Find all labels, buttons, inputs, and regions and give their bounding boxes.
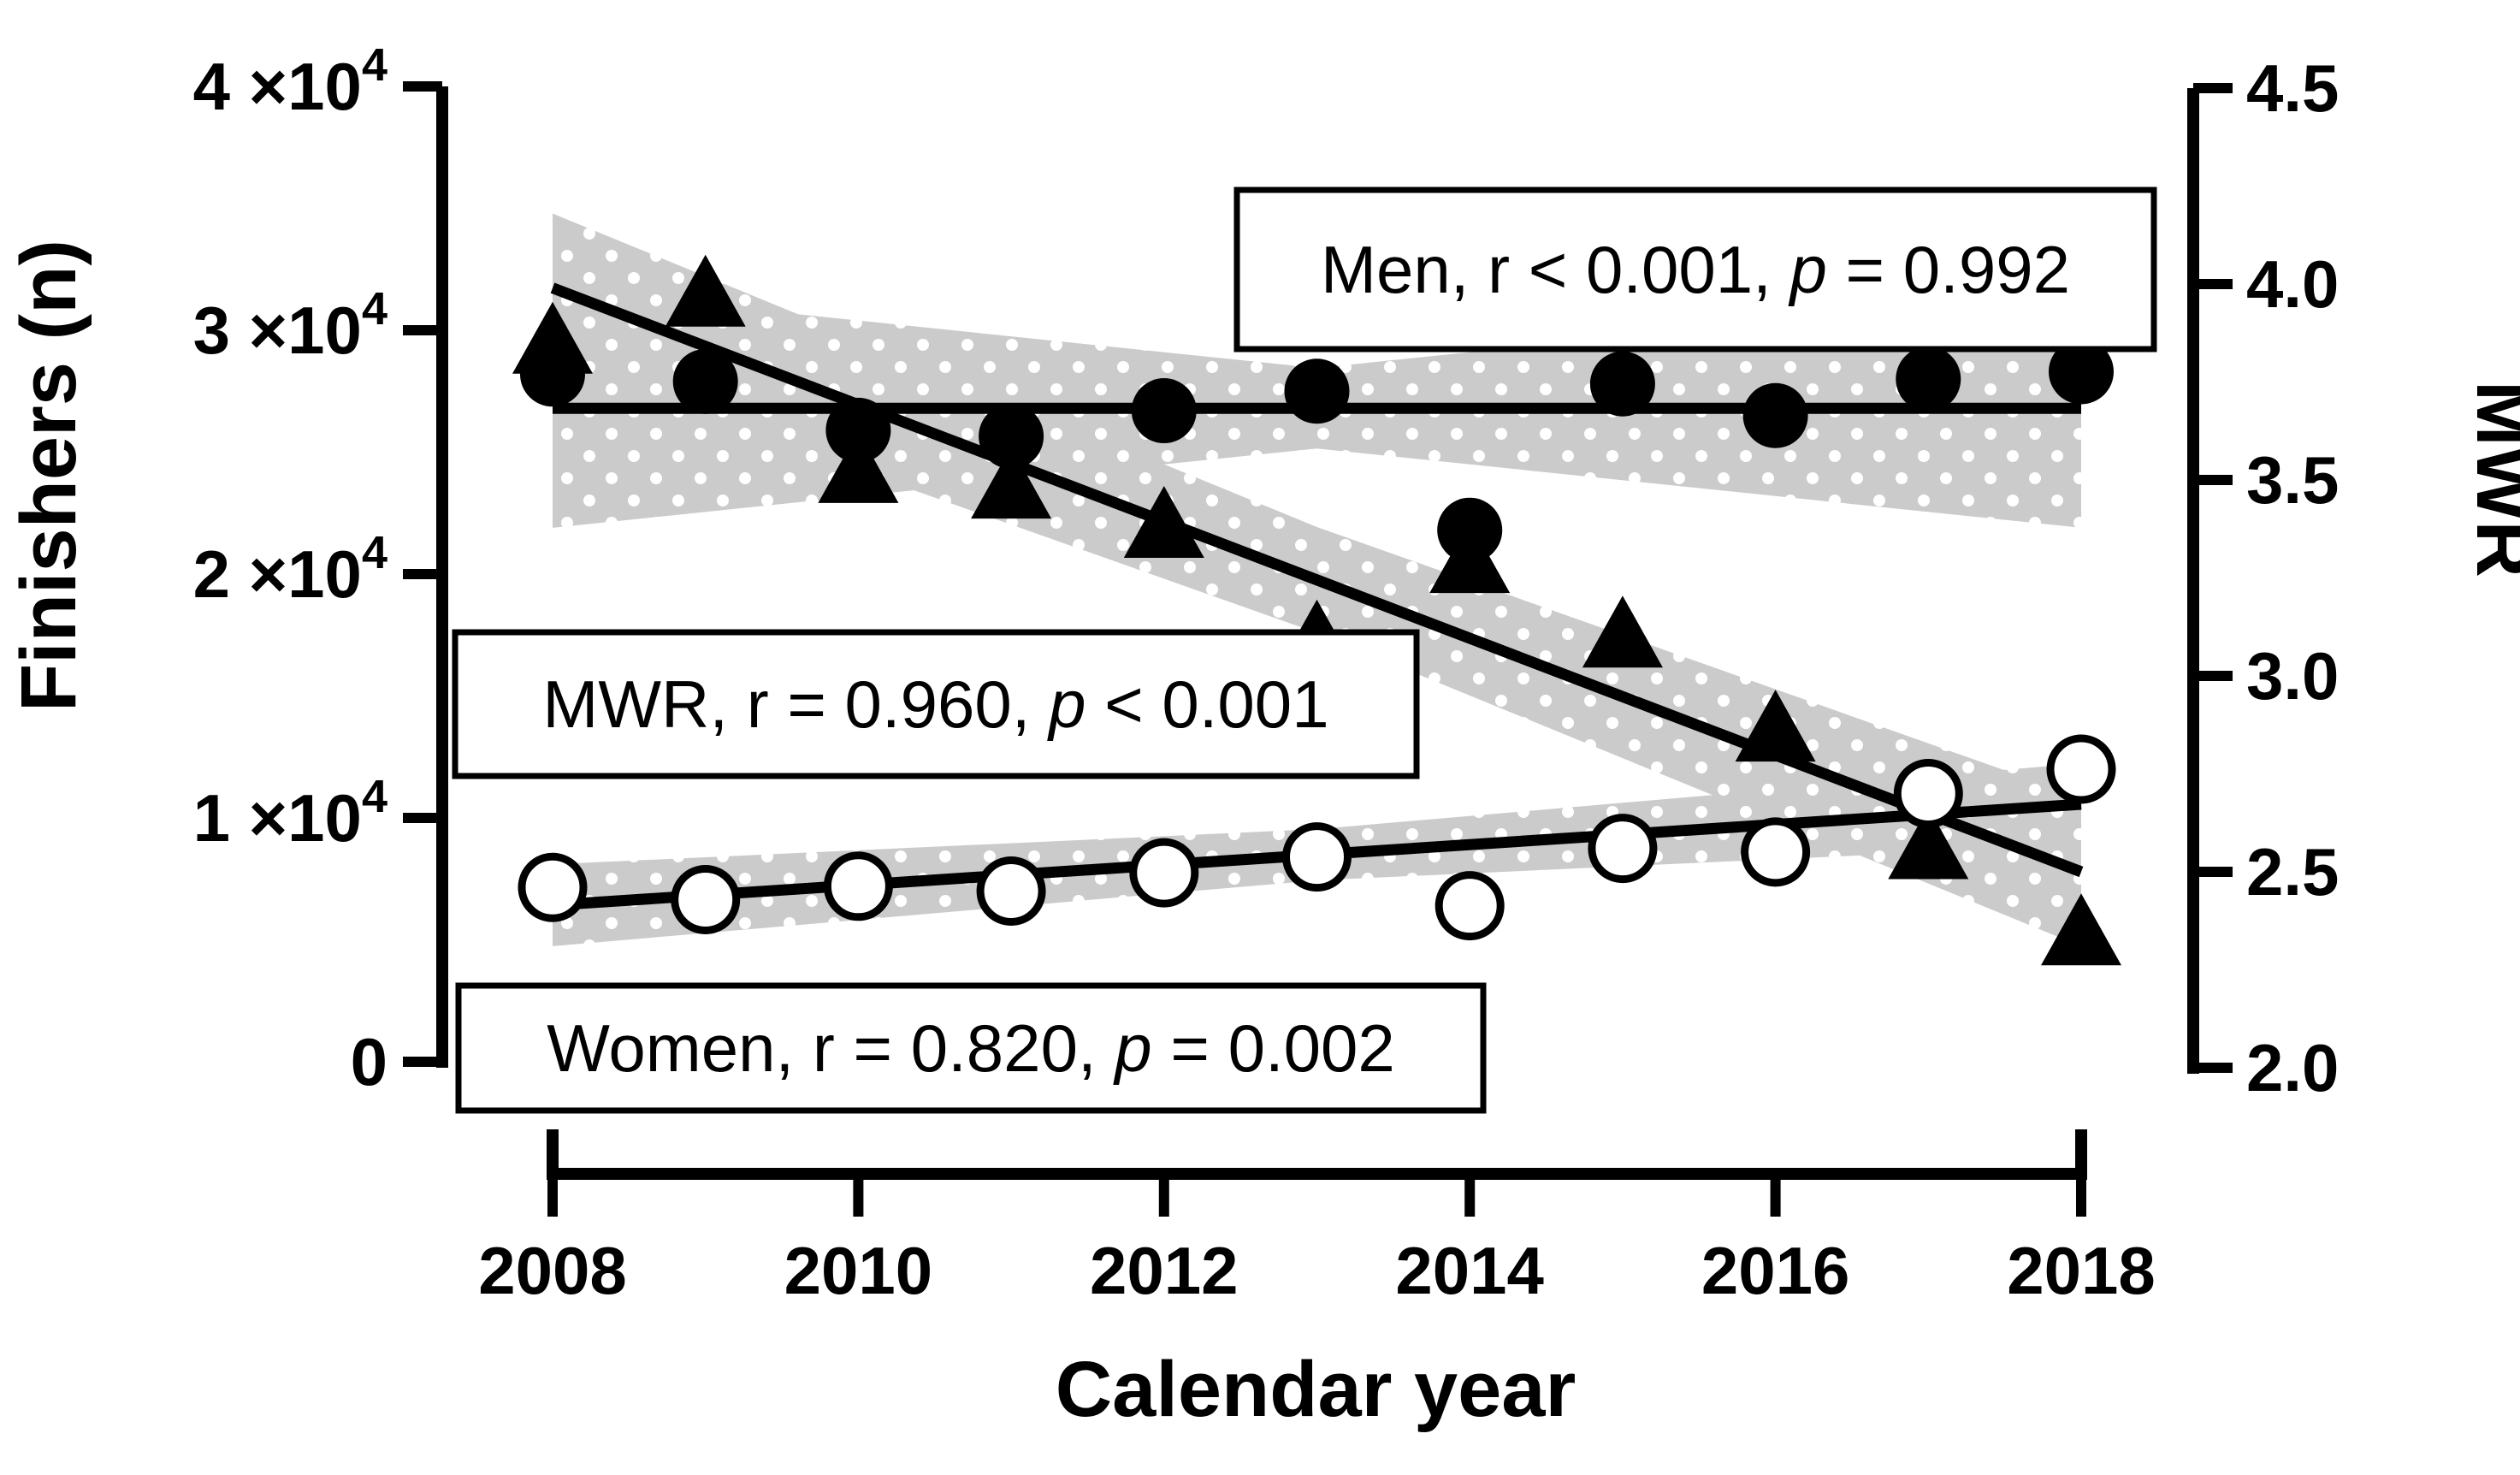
left-tick-label: 2 ×104	[193, 527, 387, 612]
left-tick-label: 1 ×104	[193, 771, 387, 856]
women-stats-box	[455, 982, 1487, 1114]
mwr-regression-line	[550, 282, 2084, 878]
men-point	[1742, 382, 1808, 448]
women-point	[2046, 734, 2116, 804]
men-point	[1589, 351, 1655, 417]
men-point	[2049, 339, 2114, 405]
women-point	[671, 864, 741, 934]
men-point	[672, 348, 738, 414]
women-point	[1741, 817, 1811, 887]
left-tick-label: 3 ×104	[193, 283, 387, 368]
axes: 0 1 ×104 2 ×104 3 ×104 4 ×104 Finishers (n) 2.…	[5, 39, 2520, 1433]
men-point	[520, 341, 585, 407]
women-point	[823, 851, 893, 921]
women-stats-label: Women, r = 0.820, p = 0.002	[547, 1010, 1395, 1086]
women-point	[518, 852, 588, 922]
men-point	[1131, 378, 1197, 444]
women-point	[976, 856, 1046, 926]
left-tick-label: 4 ×104	[193, 39, 387, 124]
x-axis-title: Calendar year	[1056, 1346, 1576, 1433]
men-stats-box	[1233, 187, 2157, 352]
left-axis-title: Finishers (n)	[5, 240, 92, 712]
right-tick-label: 4.0	[2246, 246, 2339, 322]
men-point	[1437, 497, 1503, 563]
mwr-stats-label: MWR, r = 0.960, p < 0.001	[542, 666, 1328, 742]
x-tick-label: 2008	[478, 1233, 627, 1308]
mwr-stats-box	[452, 629, 1420, 779]
x-tick-label: 2014	[1395, 1233, 1544, 1308]
mwr-point	[1735, 690, 1816, 762]
annotation-boxes: Men, r < 0.001, p = 0.992 MWR, r = 0.960,…	[452, 187, 2157, 1114]
right-tick-label: 3.0	[2246, 638, 2339, 714]
mwr-point	[818, 430, 899, 503]
mwr-point	[1123, 485, 1204, 558]
right-tick-label: 2.0	[2246, 1030, 2339, 1105]
women-point	[1588, 814, 1658, 884]
women-point	[1129, 838, 1199, 908]
x-tick-label: 2010	[784, 1233, 933, 1308]
x-tick-label: 2018	[2007, 1233, 2156, 1308]
right-tick-label: 4.5	[2246, 50, 2339, 126]
women-point	[1893, 759, 1963, 828]
women-point	[1435, 871, 1505, 941]
left-tick-label: 0	[351, 1024, 387, 1099]
mwr-point	[1582, 595, 1663, 668]
mwr-point	[1888, 807, 1969, 880]
right-tick-label: 3.5	[2246, 442, 2339, 518]
men-point	[1896, 347, 1961, 412]
men-point	[1284, 358, 1350, 424]
mwr-point	[2041, 893, 2121, 966]
men-stats-label: Men, r < 0.001, p = 0.992	[1321, 232, 2070, 307]
men-point	[979, 403, 1044, 469]
women-point	[1282, 822, 1352, 892]
right-tick-label: 2.5	[2246, 834, 2339, 909]
men-point	[825, 397, 891, 463]
mwr-point	[665, 254, 746, 327]
x-tick-label: 2016	[1701, 1233, 1850, 1308]
x-tick-label: 2012	[1090, 1233, 1239, 1308]
right-axis-title: MWR	[2460, 381, 2520, 578]
mwr-point	[971, 447, 1052, 519]
